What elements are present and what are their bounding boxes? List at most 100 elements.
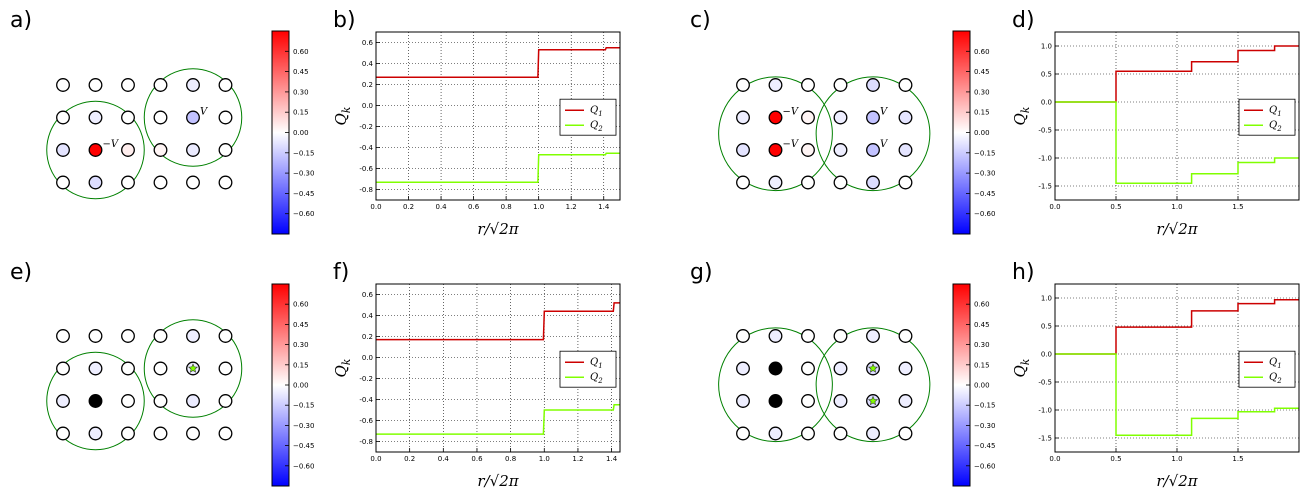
lattice-site (56, 394, 70, 408)
panel-label: d) (1012, 8, 1035, 33)
colorbar-tick-label: 0.15 (293, 361, 309, 369)
lattice-site (218, 361, 233, 376)
lattice-site (801, 78, 815, 92)
x-tick-label: 0.8 (505, 455, 516, 463)
site-annotation: −V (783, 107, 800, 118)
lattice-site (121, 175, 135, 190)
lattice-site (121, 110, 135, 125)
legend (1238, 350, 1296, 388)
lattice-site (56, 361, 70, 376)
colorbar-tick-label: 0.60 (974, 301, 990, 309)
lattice-site (121, 426, 135, 441)
lattice-site (736, 175, 750, 190)
colorbar-tick-label: −0.45 (293, 442, 314, 450)
lattice-site (768, 394, 783, 408)
lattice-site (833, 175, 848, 190)
colorbar-tick-label: −0.30 (974, 422, 995, 430)
lattice-site (186, 143, 200, 157)
lattice-panel: a) −V V 0.60 0.45 0.30 0.15 0.00 −0.15 −0.30 −0.45… (10, 8, 314, 235)
y-tick-label: -0.8 (359, 438, 373, 446)
lattice-site (898, 78, 913, 92)
y-tick-label: -0.6 (359, 165, 373, 173)
lattice-site (218, 143, 233, 157)
site-annotation: −V (783, 139, 800, 150)
panel-label: b) (333, 8, 356, 33)
colorbar-tick-label: 0.15 (293, 109, 309, 117)
colorbar-tick-label: −0.45 (293, 190, 314, 198)
colorbar-tick-label: −0.30 (293, 422, 314, 430)
star-icon (187, 363, 199, 373)
colorbar-tick-label: −0.30 (293, 170, 314, 178)
x-axis-label: r/√2π (477, 472, 519, 490)
lattice-site (218, 175, 233, 190)
colorbar-tick-label: 0.60 (293, 301, 309, 309)
x-tick-label: 0.4 (438, 455, 450, 463)
lattice-site (153, 143, 168, 157)
colorbar-tick-label: 0.30 (293, 341, 309, 349)
lattice-site (218, 426, 233, 441)
lattice-site (121, 329, 135, 343)
legend-label: Q1 (590, 105, 603, 118)
line-chart: h) 0.0 0.5 1.0 1.5 -1.5 -1.0 -0.5 0.0 0.5 1.0 Q1 Q2 r… (1011, 260, 1300, 490)
series-line (376, 46, 620, 78)
x-tick-label: 0.5 (1110, 455, 1121, 463)
lattice-site (768, 110, 783, 125)
lattice-site (88, 361, 103, 376)
lattice-site (801, 394, 815, 408)
x-tick-label: 1.4 (598, 203, 610, 211)
lattice-site (218, 110, 233, 125)
y-tick-label: -1.0 (1038, 407, 1052, 415)
x-tick-label: 0.0 (1049, 455, 1060, 463)
line-chart: b) 0.0 0.2 0.4 0.6 0.8 1.0 1.2 1.4 -0.8 -0.6 -0.4 -0… (332, 8, 621, 238)
lattice-site (801, 175, 815, 190)
plot-frame (1054, 31, 1300, 201)
lattice-site (898, 175, 913, 190)
lattice-site (153, 78, 168, 92)
y-tick-label: 1.0 (1041, 43, 1052, 51)
line-chart: d) 0.0 0.5 1.0 1.5 -1.5 -1.0 -0.5 0.0 0.5 1.0 Q1 Q2 r… (1011, 8, 1300, 238)
lattice-site (898, 426, 913, 441)
colorbar-tick-label: −0.15 (293, 149, 314, 157)
lattice-site (56, 110, 70, 125)
y-tick-label: 0.0 (1041, 351, 1052, 359)
series-line (1055, 298, 1299, 355)
x-axis-label: r/√2π (1156, 472, 1198, 490)
series-line (376, 152, 620, 183)
star-icon (867, 395, 879, 406)
lattice-site (186, 78, 200, 92)
y-axis-label: Qk (1011, 358, 1032, 377)
legend-label: Q2 (1269, 120, 1282, 133)
lattice-site (833, 143, 848, 157)
x-tick-label: 0.2 (403, 203, 414, 211)
lattice-site (56, 143, 70, 157)
lattice-site (218, 394, 233, 408)
lattice-site (736, 394, 750, 408)
x-tick-label: 0.0 (370, 203, 381, 211)
y-tick-label: 0.6 (362, 39, 374, 47)
legend-label: Q1 (1269, 357, 1282, 370)
panel-label: h) (1012, 260, 1035, 285)
lattice-site (801, 361, 815, 376)
lattice-site (153, 110, 168, 125)
x-tick-label: 0.2 (404, 455, 415, 463)
lattice-site (833, 329, 848, 343)
y-tick-label: -1.5 (1038, 183, 1052, 191)
legend (559, 350, 617, 388)
legend (559, 98, 617, 136)
y-tick-label: 1.0 (1041, 295, 1052, 303)
colorbar-tick-label: 0.00 (974, 129, 990, 137)
colorbar-tick-label: 0.15 (974, 361, 990, 369)
lattice-site (186, 110, 200, 125)
lattice-site (56, 175, 70, 190)
colorbar-tick-label: −0.60 (974, 462, 995, 470)
lattice-site (56, 426, 70, 441)
plot-frame (375, 283, 621, 453)
lattice-site (866, 426, 880, 441)
lattice-site (186, 426, 200, 441)
lattice-site (736, 78, 750, 92)
lattice-site (56, 329, 70, 343)
legend-label: Q2 (590, 120, 603, 133)
lattice-site (768, 329, 783, 343)
lattice-site (768, 175, 783, 190)
x-tick-label: 0.8 (501, 203, 512, 211)
